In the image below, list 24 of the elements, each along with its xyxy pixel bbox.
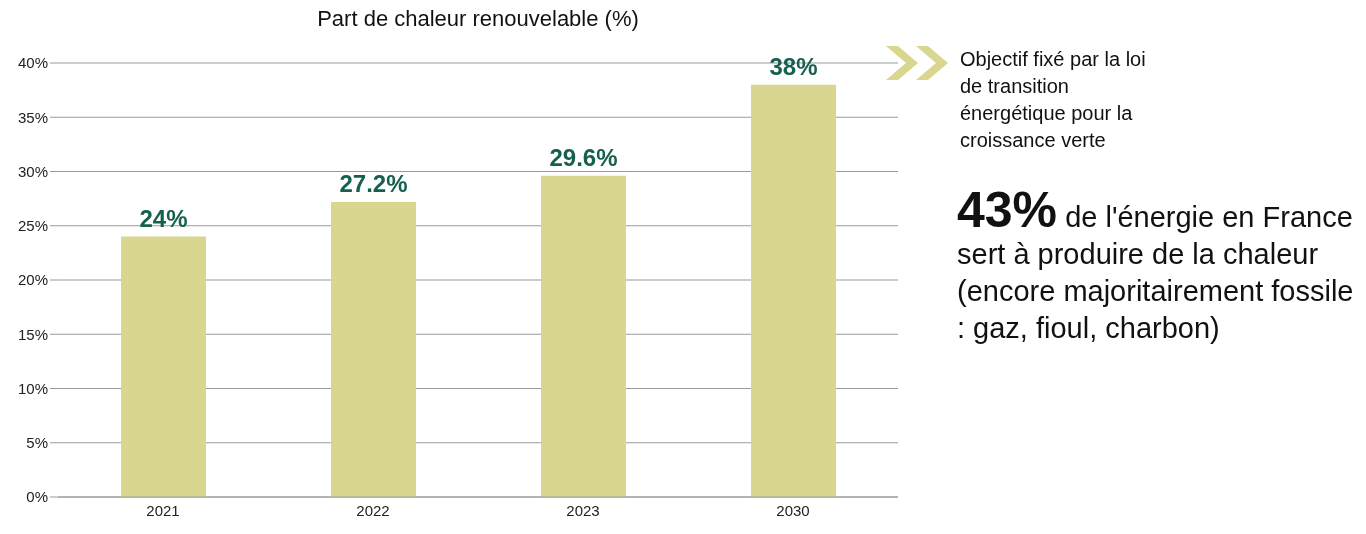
- bar: [331, 201, 416, 497]
- y-tick-label: 40%: [17, 54, 48, 72]
- bar: [541, 175, 626, 497]
- chart-title: Part de chaleur renouvelable (%): [316, 6, 640, 32]
- y-tick-label: 20%: [17, 271, 48, 289]
- y-tick-label: 5%: [26, 434, 48, 452]
- y-tick-label: 0%: [26, 488, 48, 506]
- data-label: 38%: [769, 52, 818, 80]
- text: Objectif fixé par la loi de transition énergétique pour la croissance verte: [960, 47, 1147, 153]
- x-tick-label: 2030: [776, 501, 810, 519]
- bar: [121, 236, 206, 497]
- x-tick-label: 2022: [356, 501, 390, 519]
- x-tick-label: 2021: [146, 501, 180, 519]
- y-tick-label: 30%: [17, 162, 48, 180]
- y-tick-label: 15%: [17, 325, 48, 343]
- text: 43% de l'énergie en France sert à produire de la chaleur (encore majoritairement fossile : gaz, fioul, charbon): [957, 182, 1355, 346]
- data-label: 24%: [139, 204, 188, 232]
- y-tick-label: 35%: [17, 108, 48, 126]
- data-label: 29.6%: [549, 143, 618, 171]
- data-label: 27.2%: [339, 169, 408, 197]
- bar: [751, 84, 836, 497]
- y-tick-label: 10%: [17, 379, 48, 397]
- y-tick-label: 25%: [17, 217, 48, 235]
- x-tick-label: 2023: [566, 501, 600, 519]
